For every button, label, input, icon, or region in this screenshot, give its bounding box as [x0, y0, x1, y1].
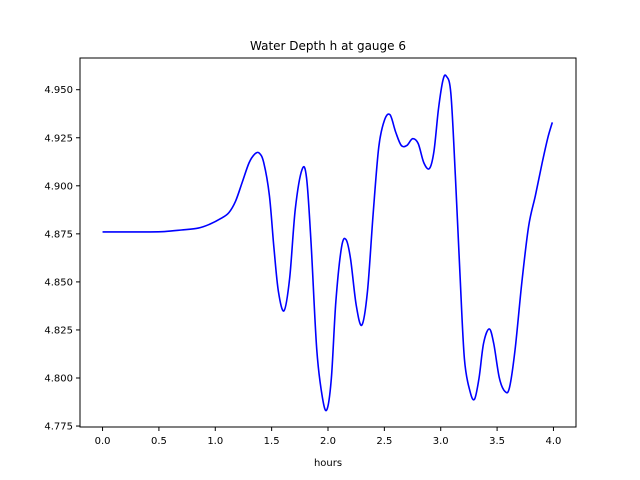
x-axis-title: hours [314, 458, 342, 469]
water-depth-series-line [102, 74, 554, 412]
x-tick-label: 2.0 [320, 436, 336, 447]
y-tick-label: 4.875 [44, 229, 73, 240]
y-tick-label: 4.775 [44, 422, 73, 433]
chart-title: Water Depth h at gauge 6 [250, 39, 406, 53]
y-tick-label: 4.950 [44, 85, 73, 96]
y-tick-label: 4.825 [44, 325, 73, 336]
x-tick-label: 2.5 [376, 436, 392, 447]
y-tick-label: 4.900 [44, 181, 73, 192]
x-axis-ticks: 0.0 0.5 1.0 1.5 2.0 2.5 3.0 3.5 4.0 [95, 427, 562, 447]
y-tick-label: 4.925 [44, 133, 73, 144]
x-tick-label: 0.5 [151, 436, 167, 447]
x-tick-label: 1.5 [264, 436, 280, 447]
x-tick-label: 3.0 [433, 436, 449, 447]
x-tick-label: 4.0 [546, 436, 562, 447]
y-tick-label: 4.800 [44, 373, 73, 384]
y-axis-ticks: 4.775 4.800 4.825 4.850 4.875 4.900 4.925 4.950 [44, 85, 80, 433]
x-tick-label: 3.5 [489, 436, 505, 447]
x-tick-label: 0.0 [95, 436, 111, 447]
y-tick-label: 4.850 [44, 277, 73, 288]
x-tick-label: 1.0 [207, 436, 223, 447]
